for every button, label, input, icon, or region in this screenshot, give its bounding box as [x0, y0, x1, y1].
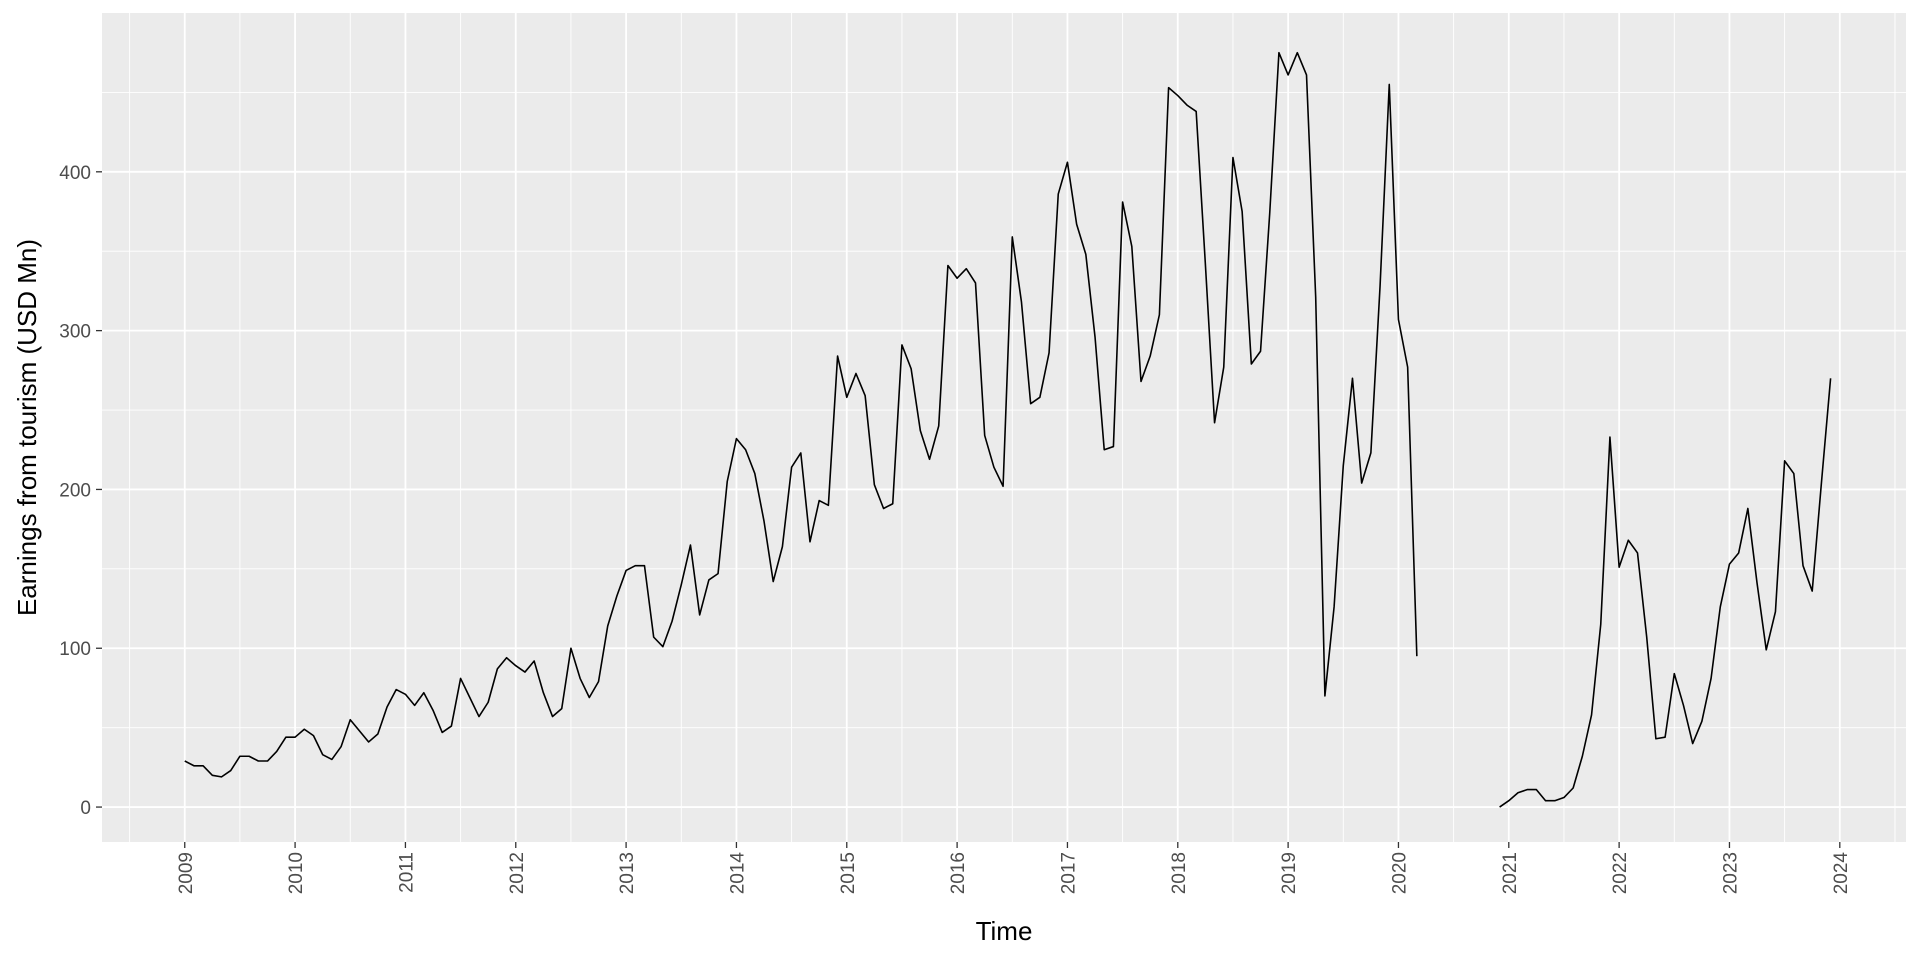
plot-panel	[102, 13, 1906, 842]
x-tick-label: 2023	[1720, 852, 1741, 894]
x-tick-label: 2022	[1610, 852, 1631, 894]
series-line-segment	[1499, 378, 1832, 808]
y-axis-title: Earnings from tourism (USD Mn)	[12, 239, 42, 616]
x-tick-label: 2024	[1831, 852, 1852, 895]
y-axis: 0 100 200 300 400	[59, 163, 102, 819]
y-tick-label: 100	[59, 639, 91, 660]
y-tick-label: 200	[59, 480, 91, 501]
x-tick-label: 2013	[617, 852, 638, 894]
x-tick-label: 2021	[1500, 852, 1521, 894]
x-tick-label: 2010	[286, 852, 307, 894]
y-tick-label: 400	[59, 163, 91, 184]
x-tick-label: 2020	[1389, 852, 1410, 894]
x-tick-label: 2015	[838, 852, 859, 894]
x-tick-label: 2017	[1058, 852, 1079, 894]
x-axis: 2009 2010 2011 2012 2013 2014 2015 2016 2017 2018…	[176, 842, 1852, 894]
series-line-segment	[184, 51, 1418, 778]
x-tick-label: 2018	[1169, 852, 1190, 894]
series-layer	[184, 51, 1832, 808]
x-tick-label: 2014	[727, 852, 748, 895]
x-tick-label: 2016	[948, 852, 969, 894]
major-gridlines	[102, 13, 1906, 842]
y-tick-label: 300	[59, 322, 91, 343]
x-tick-label: 2019	[1279, 852, 1300, 894]
x-tick-label: 2011	[396, 852, 417, 893]
x-tick-label: 2009	[176, 852, 197, 894]
y-tick-label: 0	[80, 798, 91, 819]
minor-gridlines	[102, 13, 1906, 842]
x-axis-title: Time	[976, 916, 1033, 946]
x-tick-label: 2012	[507, 852, 528, 894]
